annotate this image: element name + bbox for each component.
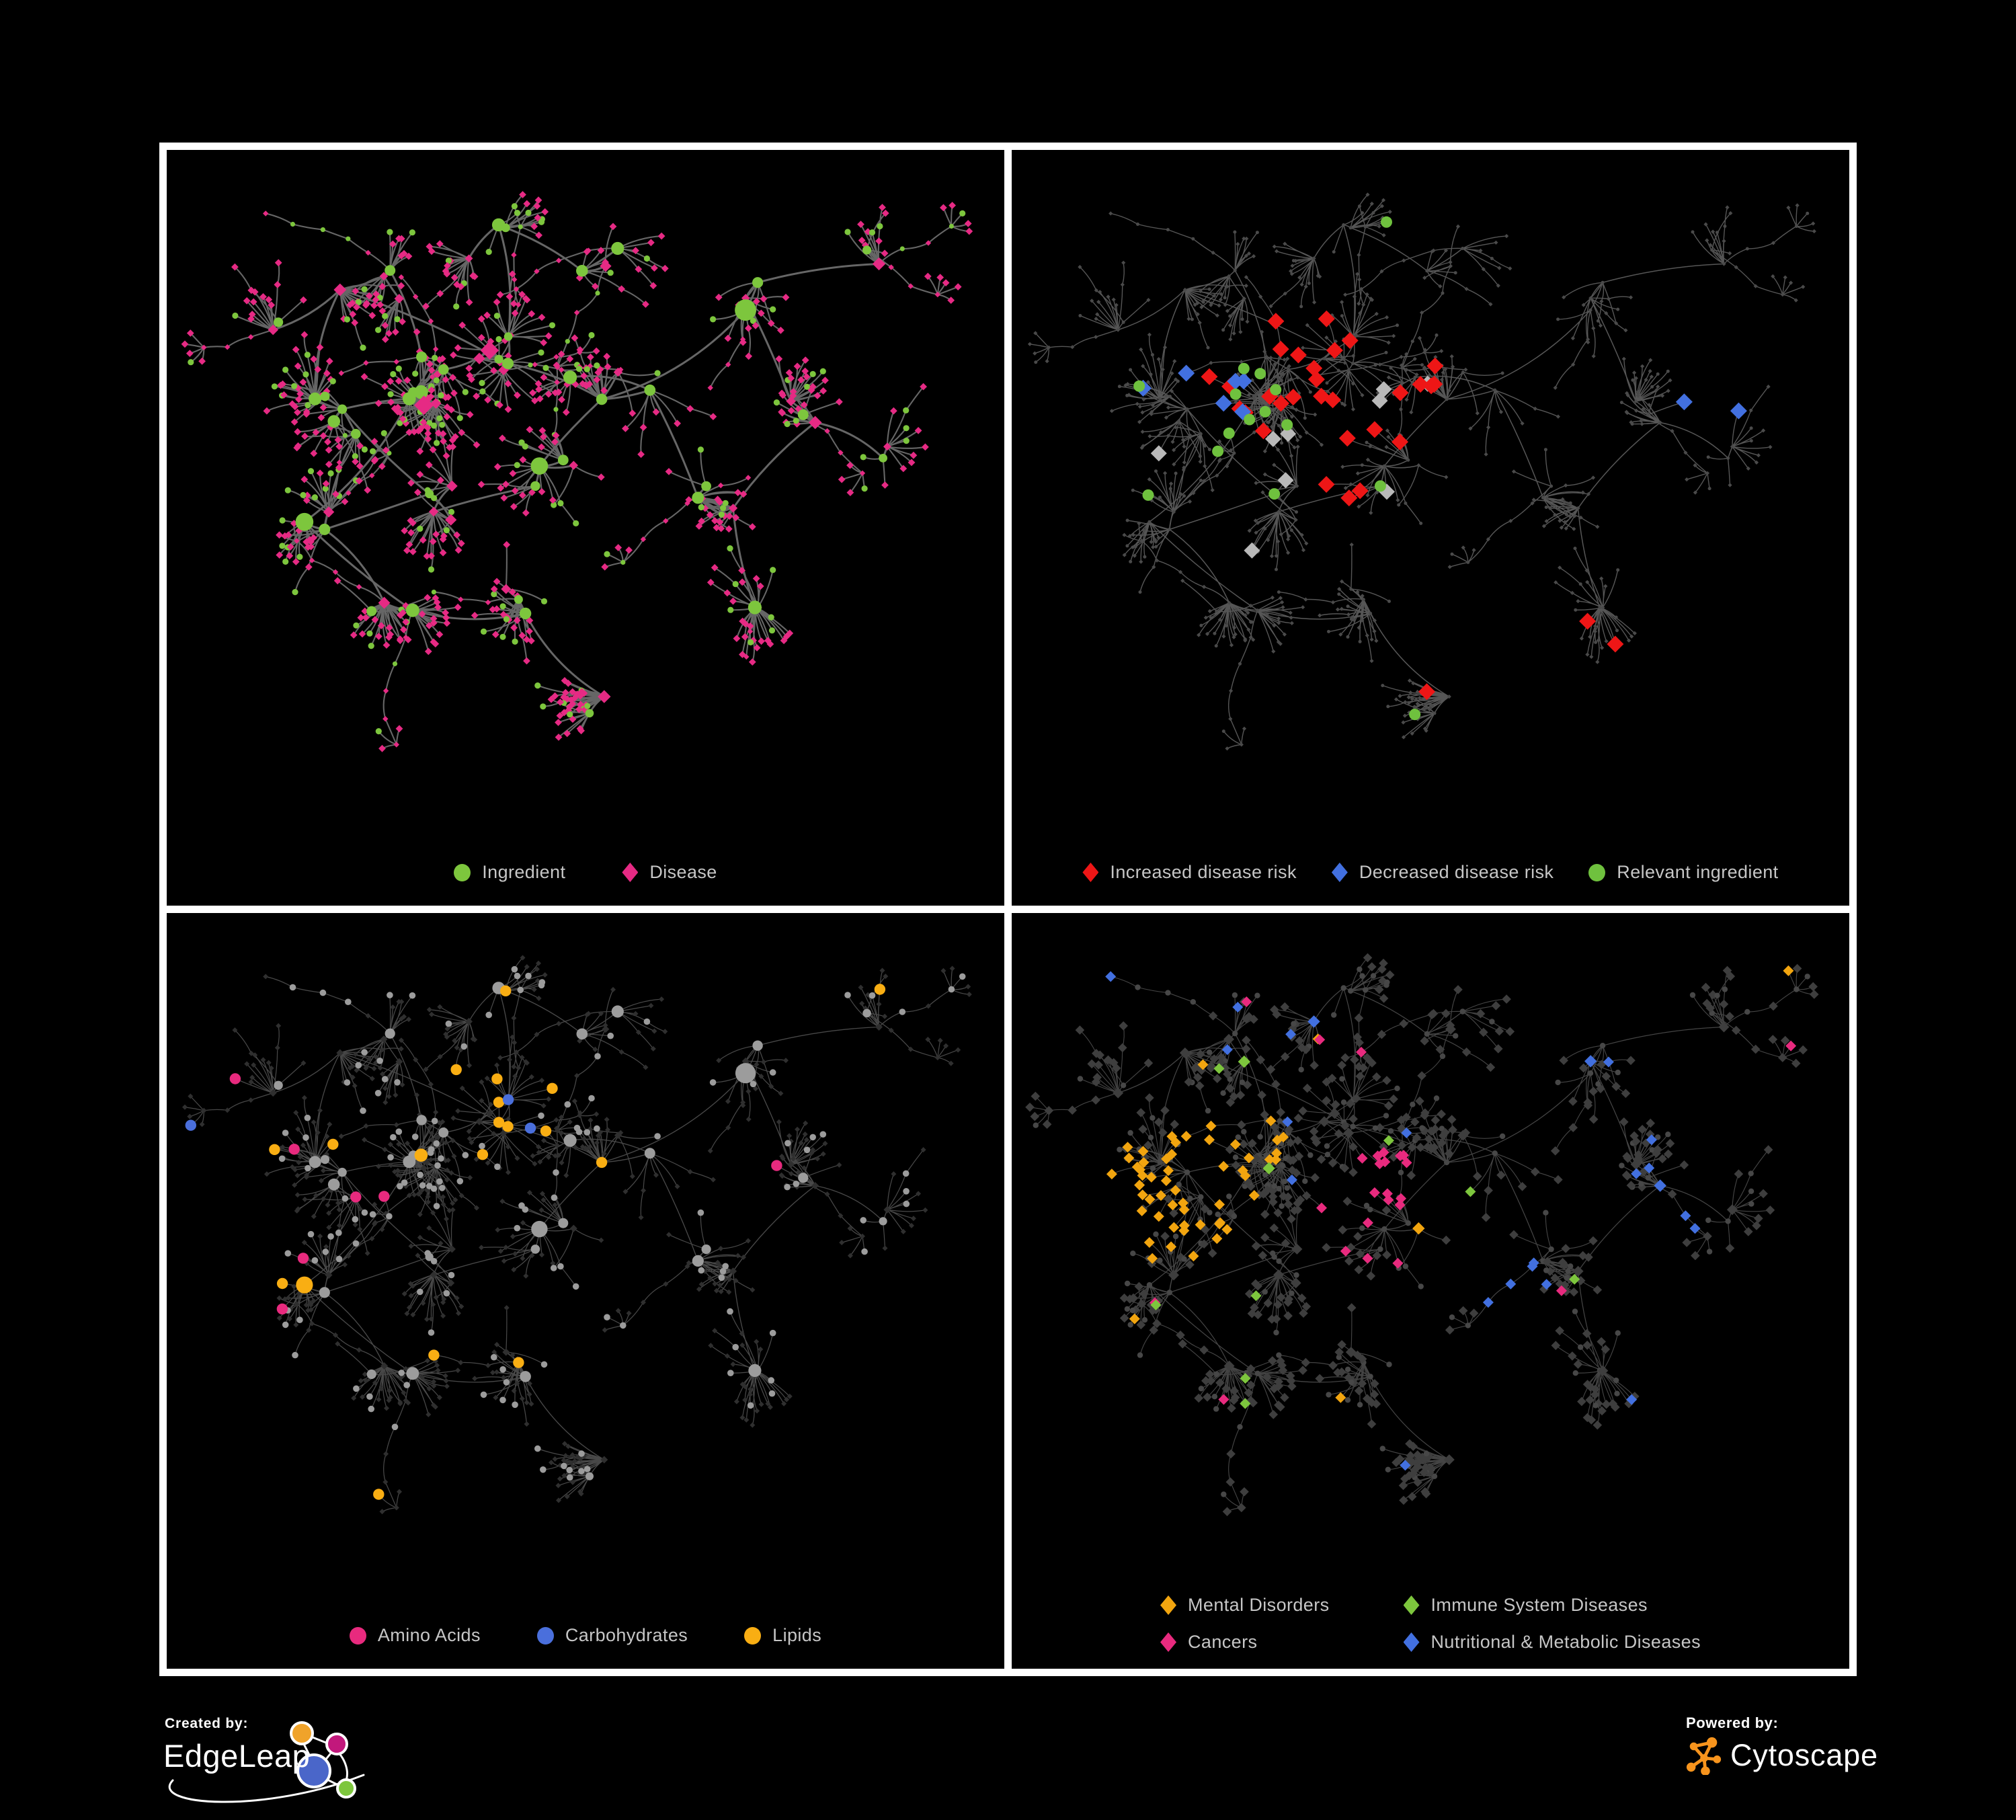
legend-item: Relevant ingredient <box>1588 862 1778 883</box>
legend-label: Amino Acids <box>377 1625 481 1645</box>
legend-disease-risk: Increased disease risk Decreased disease … <box>1012 862 1849 883</box>
legend-ingredient-classes: Amino Acids Carbohydrates Lipids <box>167 1625 1004 1646</box>
legend-item: Nutritional & Metabolic Diseases <box>1403 1632 1701 1653</box>
legend-label: Increased disease risk <box>1110 862 1297 882</box>
legend-item: Decreased disease risk <box>1331 862 1554 883</box>
legend-diamond-marker-icon <box>1331 863 1348 882</box>
legend-circle-marker-icon <box>744 1626 762 1645</box>
legend-item: Disease <box>622 862 717 883</box>
legend-circle-marker-icon <box>454 863 471 881</box>
legend-label: Mental Disorders <box>1188 1595 1330 1615</box>
legend-label: Nutritional & Metabolic Diseases <box>1430 1632 1701 1652</box>
legend-diamond-marker-icon <box>622 863 639 882</box>
created-by-label: Created by: <box>165 1716 249 1731</box>
legend-diamond-marker-icon <box>1160 1632 1177 1652</box>
legend-item: Cancers <box>1160 1632 1329 1653</box>
legend-diamond-marker-icon <box>1082 863 1099 882</box>
legend-item: Carbohydrates <box>536 1625 688 1646</box>
legend-label: Ingredient <box>482 862 566 882</box>
network-graph-disease-risk <box>1027 192 1816 751</box>
legend-label: Immune System Diseases <box>1430 1595 1648 1615</box>
panel-ingredient-classes: Amino Acids Carbohydrates Lipids <box>167 913 1004 1669</box>
legend-label: Carbohydrates <box>565 1625 688 1645</box>
legend-circle-marker-icon <box>536 1626 554 1645</box>
legend-item: Amino Acids <box>349 1625 481 1646</box>
network-graph-ingredient-disease <box>181 191 973 752</box>
legend-circle-marker-icon <box>1588 863 1606 881</box>
cytoscape-logo-icon <box>1686 1737 1722 1775</box>
legend-diamond-marker-icon <box>1403 1595 1420 1615</box>
panel-disease-classes: Mental Disorders Immune System Diseases Ca… <box>1012 913 1849 1669</box>
edgeleap-logo-icon <box>168 1721 365 1803</box>
panel-ingredient-disease: Ingredient Disease <box>167 150 1004 906</box>
network-graph-disease-classes <box>1025 953 1819 1517</box>
network-graph-ingredient-classes <box>182 955 972 1515</box>
legend-item: Increased disease risk <box>1082 862 1296 883</box>
legend-item: Lipids <box>744 1625 821 1646</box>
legend-label: Decreased disease risk <box>1359 862 1554 882</box>
edgeleap-brand: EdgeLeap <box>163 1738 311 1774</box>
panel-disease-risk: Increased disease risk Decreased disease … <box>1012 150 1849 906</box>
cytoscape-brand: Cytoscape <box>1730 1738 1878 1772</box>
legend-circle-marker-icon <box>349 1626 366 1645</box>
panel-grid: Ingredient Disease Increased disease risk… <box>159 143 1857 1676</box>
legend-label: Cancers <box>1188 1632 1258 1652</box>
legend-label: Relevant ingredient <box>1617 862 1779 882</box>
legend-item: Mental Disorders <box>1160 1595 1329 1616</box>
legend-diamond-marker-icon <box>1403 1632 1420 1652</box>
created-by-block: Created by: EdgeLeap <box>163 1713 392 1814</box>
legend-label: Disease <box>649 862 717 882</box>
legend-label: Lipids <box>772 1625 822 1645</box>
legend-item: Ingredient <box>454 862 565 883</box>
powered-by-block: Powered by: Cytoscape <box>1685 1714 1927 1802</box>
legend-ingredient-disease: Ingredient Disease <box>167 862 1004 883</box>
powered-by-label: Powered by: <box>1686 1714 1779 1731</box>
legend-diamond-marker-icon <box>1160 1595 1177 1615</box>
legend-item: Immune System Diseases <box>1403 1595 1701 1616</box>
legend-disease-classes: Mental Disorders Immune System Diseases Ca… <box>1012 1595 1849 1653</box>
